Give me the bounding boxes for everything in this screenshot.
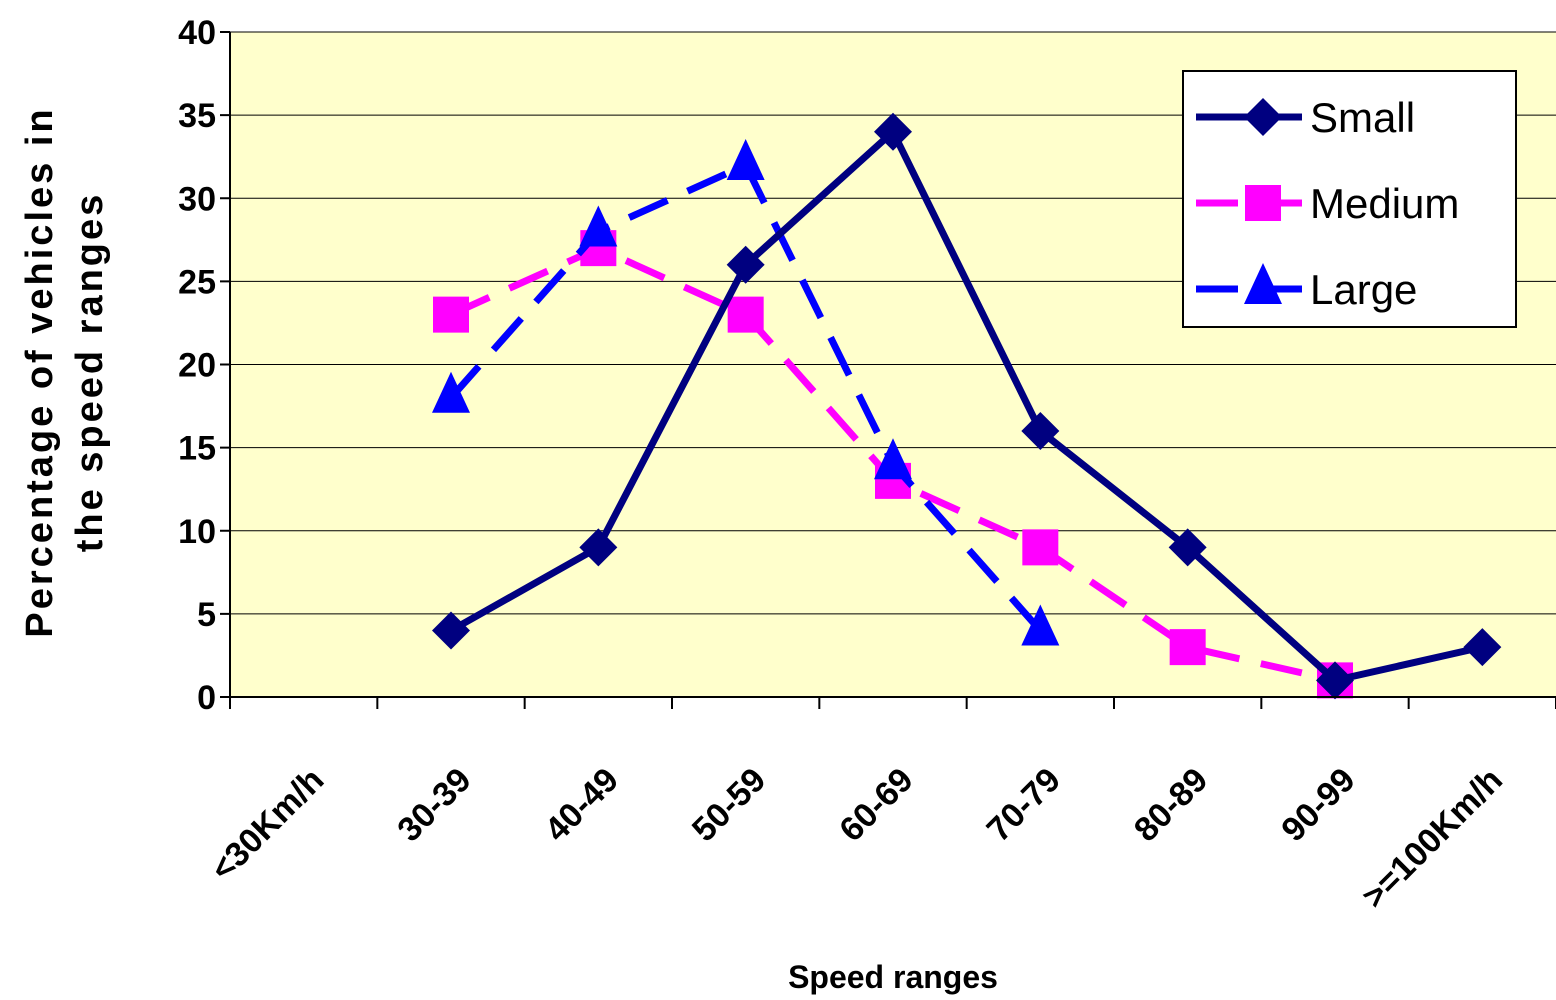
data-point-small bbox=[1168, 528, 1207, 567]
x-tick-label: 60-69 bbox=[832, 761, 920, 849]
data-point-medium bbox=[727, 296, 764, 333]
data-point-large bbox=[432, 371, 470, 413]
legend-marker-medium bbox=[1245, 185, 1281, 221]
series-large bbox=[432, 139, 1060, 646]
data-point-small bbox=[874, 112, 912, 151]
legend: Small Medium Large bbox=[1182, 70, 1517, 328]
series-line-large bbox=[448, 161, 1043, 633]
data-point-medium bbox=[1169, 629, 1206, 666]
data-point-small bbox=[726, 245, 765, 284]
y-axis-title: Percentage of vehicles in the speed rang… bbox=[19, 106, 111, 637]
x-axis-ticks: <30Km/h 30-39 40-49 50-59 60-69 70-79 80-89 90-… bbox=[204, 697, 1556, 916]
data-point-large bbox=[874, 438, 912, 480]
data-point-large bbox=[1021, 604, 1060, 646]
y-axis-ticks: 0 5 10 15 20 25 30 35 40 bbox=[178, 14, 230, 717]
data-point-medium bbox=[1022, 529, 1059, 566]
x-tick-label: 40-49 bbox=[538, 761, 626, 849]
data-point-large bbox=[579, 205, 618, 247]
legend-label-large: Large bbox=[1310, 266, 1417, 313]
data-point-small bbox=[1316, 661, 1354, 700]
legend-marker-large bbox=[1244, 263, 1282, 304]
x-tick-label: 80-89 bbox=[1127, 761, 1215, 849]
data-point-small bbox=[1021, 412, 1060, 450]
x-tick-label: 30-39 bbox=[390, 761, 478, 849]
series-small bbox=[432, 112, 1502, 700]
x-tick-label: >=100Km/h bbox=[1355, 761, 1510, 916]
data-point-small bbox=[579, 528, 618, 567]
x-tick-label: 50-59 bbox=[685, 761, 773, 849]
y-axis-title-line-2: the speed ranges bbox=[69, 192, 111, 553]
x-axis-title: Speed ranges bbox=[788, 959, 998, 995]
data-point-medium bbox=[433, 296, 469, 333]
data-point-large bbox=[726, 139, 765, 180]
x-tick-label: 90-99 bbox=[1274, 761, 1362, 849]
y-tick-label: 20 bbox=[178, 347, 216, 385]
data-point-small bbox=[432, 611, 470, 650]
y-tick-label: 25 bbox=[178, 263, 216, 301]
series-group bbox=[432, 112, 1502, 700]
x-tick-label: 70-79 bbox=[980, 761, 1068, 849]
y-axis-title-line-1: Percentage of vehicles in bbox=[19, 106, 61, 637]
y-tick-label: 15 bbox=[178, 430, 216, 468]
series-line-small bbox=[449, 128, 1484, 684]
data-point-small bbox=[1463, 628, 1502, 667]
y-tick-label: 10 bbox=[178, 513, 216, 551]
legend-label-medium: Medium bbox=[1310, 180, 1459, 227]
y-tick-label: 0 bbox=[197, 679, 216, 717]
y-tick-label: 30 bbox=[178, 180, 216, 218]
y-tick-label: 5 bbox=[197, 596, 216, 634]
x-tick-label: <30Km/h bbox=[204, 761, 332, 889]
y-tick-label: 35 bbox=[178, 97, 216, 135]
legend-label-small: Small bbox=[1310, 94, 1415, 141]
y-tick-label: 40 bbox=[178, 14, 216, 52]
legend-marker-small bbox=[1244, 98, 1282, 136]
